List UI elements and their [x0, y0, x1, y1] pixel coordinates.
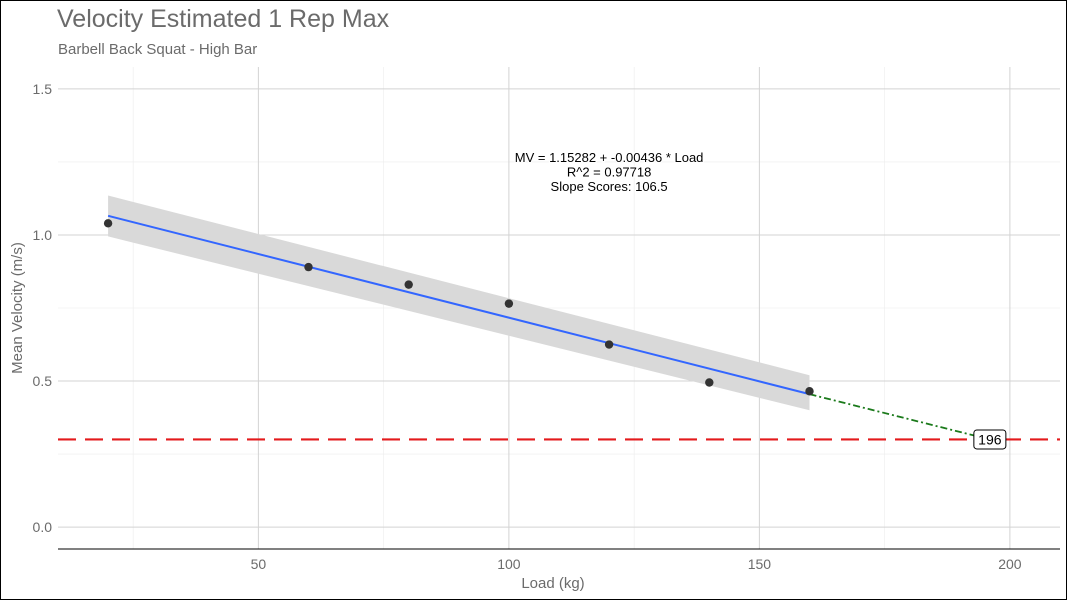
data-points	[103, 219, 814, 396]
data-point	[705, 378, 714, 387]
grid-lines	[58, 67, 1060, 549]
extrapolation-group	[809, 393, 991, 441]
confidence-band	[108, 195, 810, 411]
tick-labels: 50 100 150 200 0.0 0.5 1.0 1.5	[33, 81, 1022, 572]
e1rm-label-group: 196	[973, 429, 1007, 450]
confidence-band-group	[108, 195, 810, 411]
data-point	[304, 262, 313, 272]
y-tick-label: 0.5	[33, 373, 53, 389]
chart-subtitle: Barbell Back Squat - High Bar	[58, 41, 258, 58]
x-tick-label: 100	[497, 556, 521, 572]
annotation-line: MV = 1.15282 + -0.00436 * Load	[515, 150, 704, 165]
x-tick-label: 50	[251, 556, 267, 572]
regression-line	[107, 214, 810, 396]
y-tick-label: 1.0	[33, 227, 53, 243]
annotation-line: R^2 = 0.97718	[567, 164, 652, 179]
annotation-line: Slope Scores: 106.5	[551, 179, 668, 194]
data-point	[604, 340, 614, 349]
data-point	[404, 280, 413, 289]
y-axis-label: Mean Velocity (m/s)	[9, 242, 26, 374]
data-point	[805, 387, 814, 396]
x-tick-label: 150	[748, 556, 772, 572]
x-tick-label: 200	[998, 556, 1022, 572]
extrapolation-line	[809, 393, 991, 441]
y-tick-label: 1.5	[33, 81, 53, 97]
data-point	[103, 219, 113, 228]
y-tick-label: 0.0	[33, 519, 53, 535]
e1rm-label-box	[973, 429, 1007, 450]
data-point	[504, 299, 514, 308]
e1rm-label-text: 196	[978, 431, 1002, 447]
x-axis-label: Load (kg)	[521, 575, 584, 592]
chart-title: Velocity Estimated 1 Rep Max	[57, 5, 390, 33]
regression-group	[107, 214, 810, 396]
